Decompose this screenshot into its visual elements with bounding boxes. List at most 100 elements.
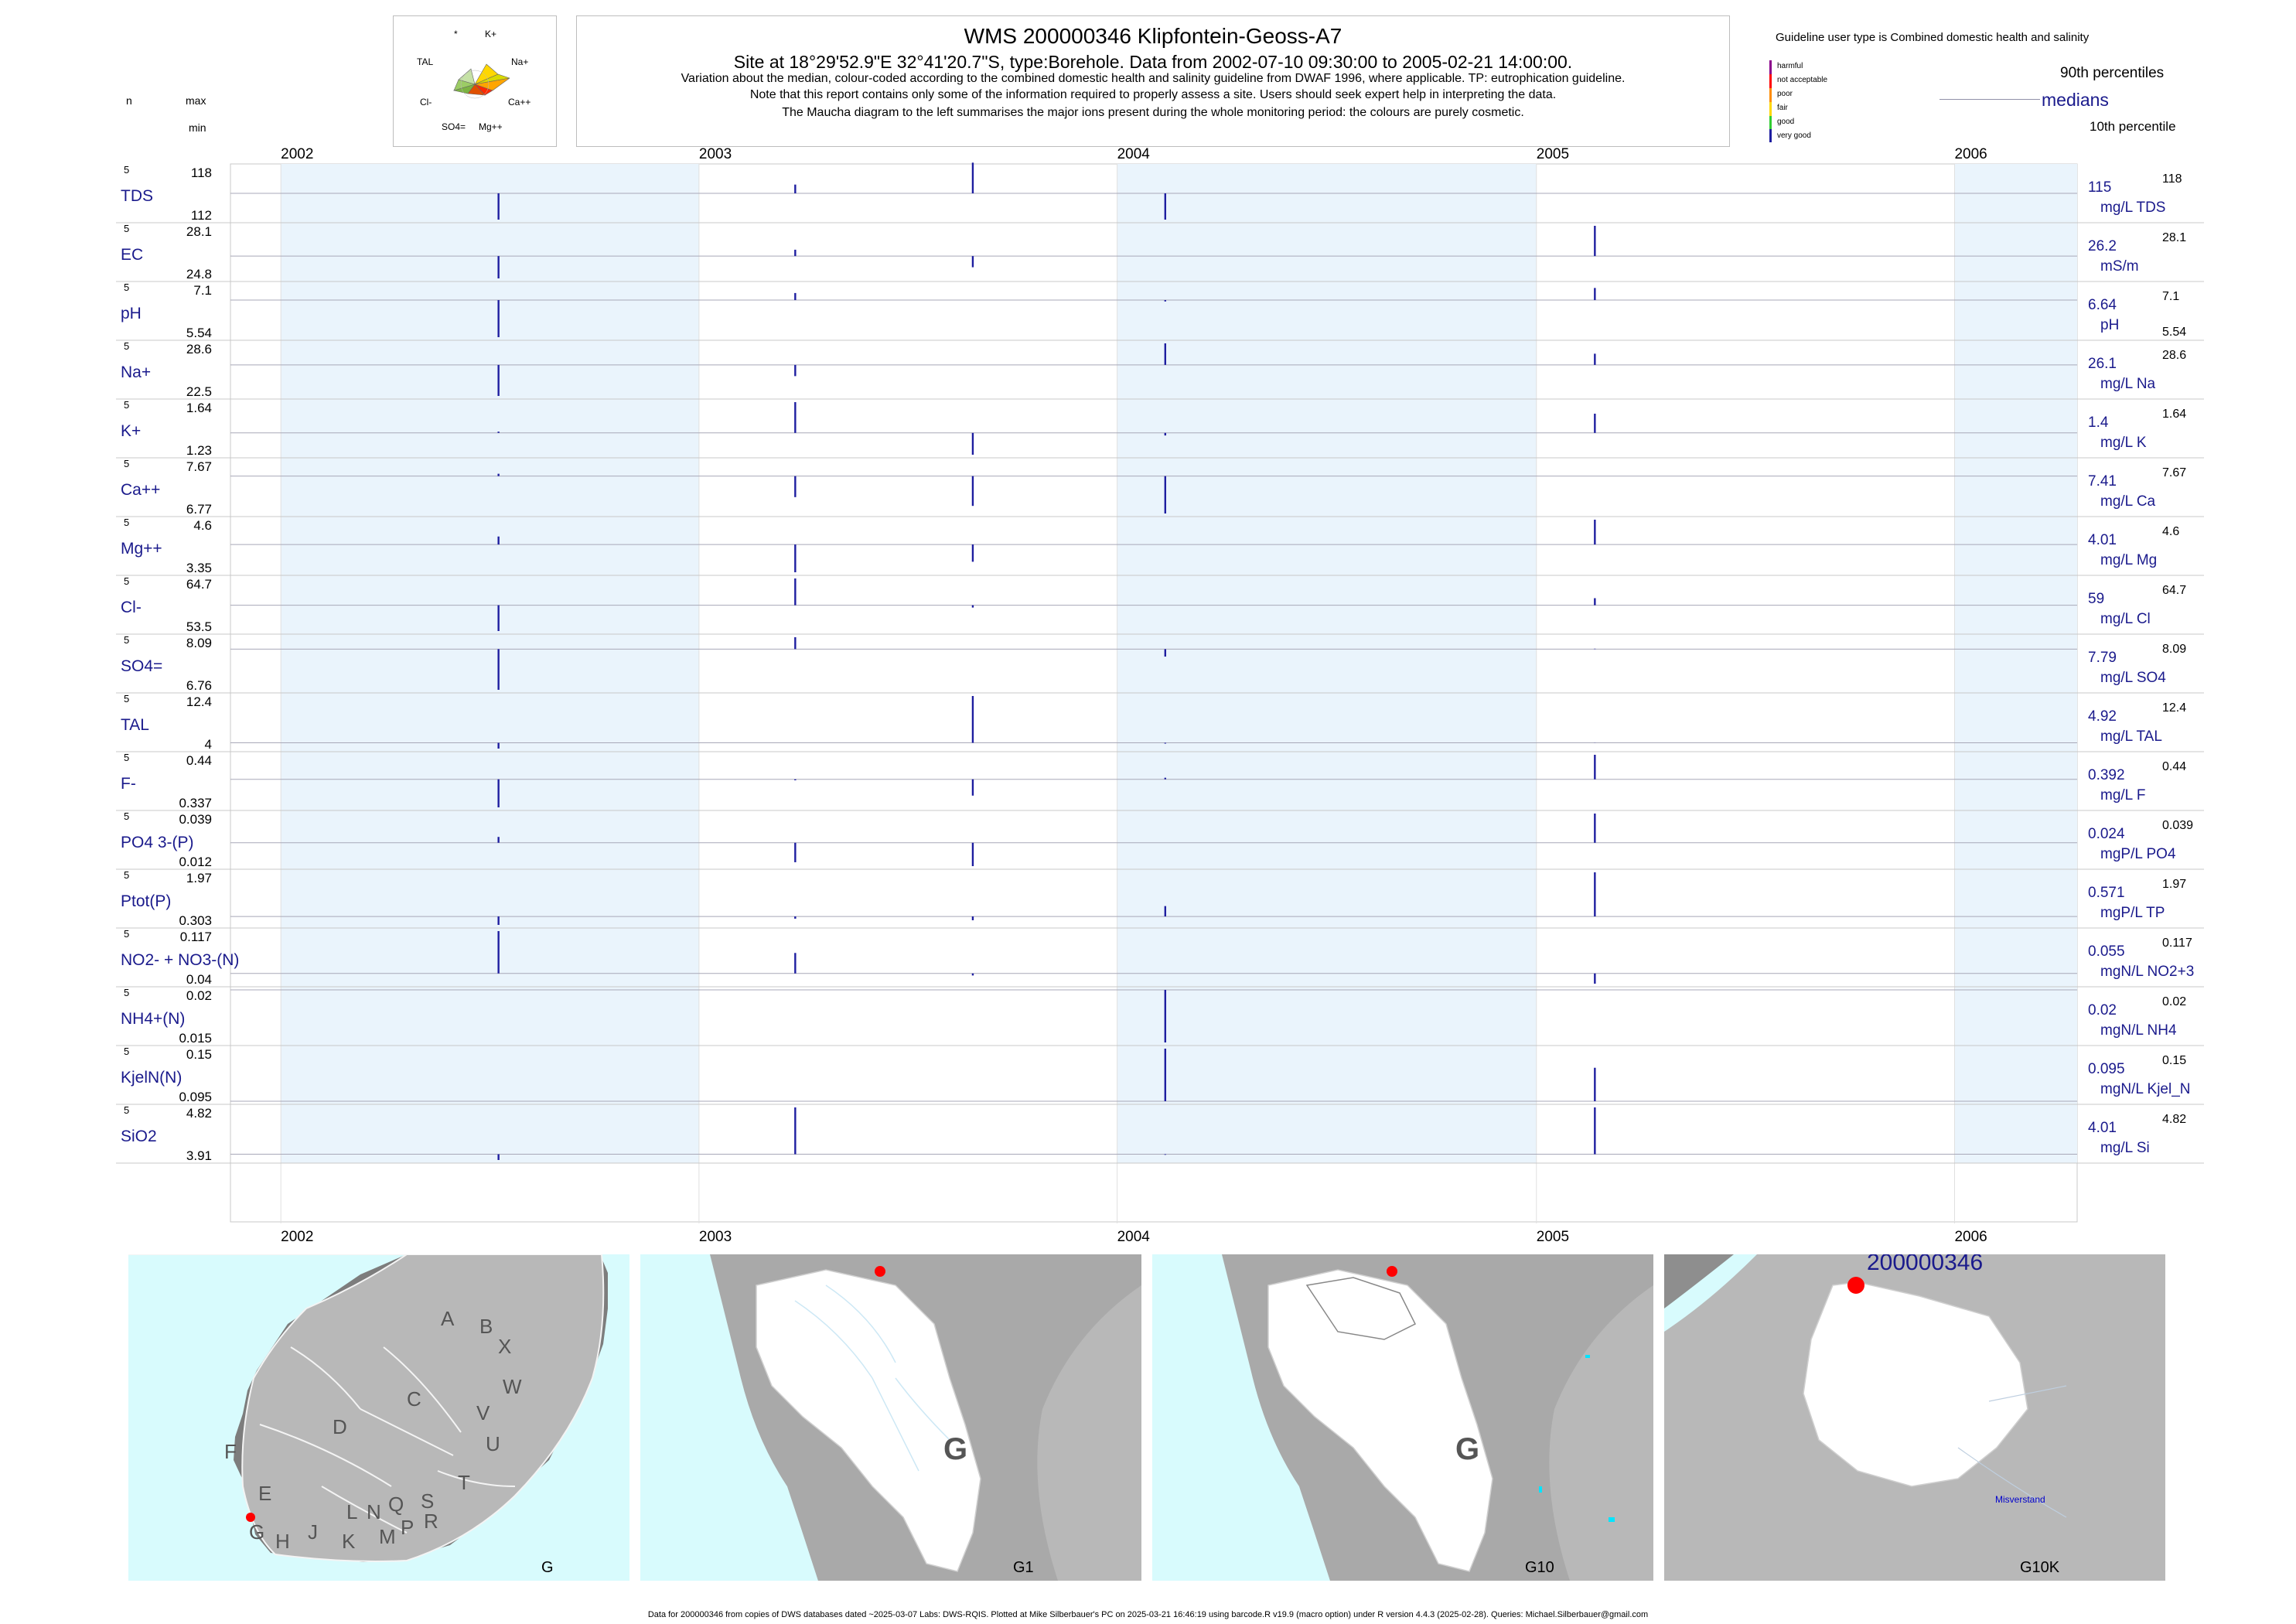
p90-value: 0.15: [2162, 1054, 2186, 1067]
min-value: 0.337: [179, 796, 212, 810]
map-g10: G G10: [1152, 1254, 1653, 1581]
n-count: 5: [124, 340, 129, 352]
year-tick-top-2006: 2006: [1954, 146, 1987, 162]
maucha-svg: [452, 63, 510, 99]
region-k: K: [342, 1530, 356, 1553]
footer-note: Data for 200000346 from copies of DWS da…: [647, 1610, 1649, 1619]
n-count: 5: [124, 164, 129, 176]
maucha-label-ca: Ca++: [508, 97, 531, 107]
note-line-2: Note that this report contains only some…: [749, 88, 1557, 101]
region-a: A: [441, 1307, 455, 1330]
min-value: 53.5: [186, 619, 212, 634]
maucha-diagram: * K+ TAL Na+ Cl- Ca++ SO4= Mg++: [393, 15, 557, 147]
max-value: 4.82: [186, 1106, 212, 1121]
legend-median-line: [1939, 99, 2040, 100]
max-value: 1.97: [186, 871, 212, 885]
note-line-3: The Maucha diagram to the left summarise…: [782, 106, 1524, 119]
header-min: min: [189, 121, 206, 134]
chart-title: WMS 200000346 Klipfontein-Geoss-A7: [964, 24, 1342, 48]
region-x: X: [498, 1335, 512, 1358]
region-r: R: [424, 1510, 438, 1533]
unit-label: mg/L F: [2100, 787, 2145, 803]
unit-label: mgN/L NO2+3: [2100, 964, 2194, 980]
very-good-swatch: [1769, 129, 1772, 142]
n-count: 5: [124, 399, 129, 411]
unit-label: mg/L TAL: [2100, 728, 2162, 745]
note-line-1: Variation about the median, colour-coded…: [681, 72, 1626, 85]
median-value: 0.392: [2088, 767, 2125, 783]
barcode-chart: 2002 2002 2003 2003 2004 2004 2005 2005 2006 2006…: [116, 146, 2204, 1245]
n-count: 5: [124, 517, 129, 528]
p90-value: 0.039: [2162, 819, 2193, 832]
p90-value: 1.64: [2162, 408, 2186, 421]
year-tick-top-2005: 2005: [1537, 146, 1569, 162]
n-count: 5: [124, 987, 129, 998]
variable-label: KjelN(N): [121, 1069, 182, 1087]
max-value: 4.6: [193, 518, 212, 533]
year-tick-bottom-2004: 2004: [1117, 1229, 1151, 1245]
unit-label: mg/L Si: [2100, 1140, 2150, 1156]
median-value: 0.055: [2088, 943, 2125, 960]
map-g10-svg: [1152, 1254, 1653, 1581]
year-tick-bottom-2005: 2005: [1537, 1229, 1569, 1245]
max-value: 7.67: [186, 459, 212, 474]
p90-value: 28.1: [2162, 231, 2186, 244]
unit-label: pH: [2100, 317, 2119, 333]
max-value: 0.15: [186, 1047, 212, 1062]
g10-big-letter: G: [1455, 1432, 1480, 1466]
map-caption-g10: G10: [1525, 1559, 1554, 1576]
variable-label: Ptot(P): [121, 892, 171, 910]
variable-label: SiO2: [121, 1128, 157, 1145]
legend-90th: 90th percentiles: [2060, 65, 2165, 81]
guideline-title: Guideline user type is Combined domestic…: [1776, 31, 2090, 44]
region-h: H: [275, 1530, 290, 1553]
max-value: 0.44: [186, 753, 212, 768]
p90-value: 0.02: [2162, 995, 2186, 1008]
fair-swatch: [1769, 102, 1772, 116]
min-value: 3.35: [186, 561, 212, 575]
variable-label: TDS: [121, 187, 153, 205]
median-value: 26.1: [2088, 356, 2117, 372]
title-box: WMS 200000346 Klipfontein-Geoss-A7 Site …: [576, 15, 1730, 147]
guideline-harmful: harmful: [1777, 62, 1803, 70]
min-value: 0.095: [179, 1090, 212, 1104]
min-value: 6.76: [186, 678, 212, 693]
median-value: 0.024: [2088, 826, 2125, 842]
variable-label: F-: [121, 775, 136, 793]
year-shading-2006: [1954, 164, 2077, 1163]
region-p: P: [401, 1516, 415, 1539]
median-value: 59: [2088, 591, 2104, 607]
median-value: 26.2: [2088, 238, 2117, 254]
p90-value: 64.7: [2162, 584, 2186, 597]
unit-label: mg/L SO4: [2100, 670, 2166, 686]
p90-value: 0.44: [2162, 760, 2186, 773]
g10k-site-marker: [1847, 1277, 1864, 1294]
p90-value: 12.4: [2162, 701, 2186, 715]
region-c: C: [407, 1387, 421, 1411]
header-n: n: [126, 94, 132, 107]
g1-big-letter: G: [943, 1432, 968, 1466]
region-b: B: [479, 1315, 493, 1338]
unit-label: mg/L Cl: [2100, 611, 2151, 627]
max-value: 7.1: [193, 283, 212, 298]
p90-value: 4.6: [2162, 525, 2179, 538]
region-s: S: [421, 1489, 435, 1513]
variable-label: Cl-: [121, 599, 142, 616]
map-caption-g: G: [541, 1559, 554, 1576]
site-subtitle: Site at 18°29'52.9"E 32°41'20.7"S, type:…: [733, 52, 1573, 72]
maucha-label-tal: TAL: [417, 56, 434, 67]
max-value: 64.7: [186, 577, 212, 592]
guideline-fair: fair: [1777, 104, 1788, 112]
n-count: 5: [124, 752, 129, 763]
n-count: 5: [124, 575, 129, 587]
maucha-label-mg: Mg++: [479, 121, 503, 132]
unit-label: mS/m: [2100, 258, 2139, 275]
good-swatch: [1769, 116, 1772, 129]
region-q: Q: [388, 1493, 404, 1516]
max-value: 0.039: [179, 812, 212, 827]
year-tick-bottom-2006: 2006: [1954, 1229, 1987, 1245]
year-tick-top-2003: 2003: [699, 146, 732, 162]
map-g10k-svg: [1664, 1254, 2165, 1581]
min-value: 0.015: [179, 1031, 212, 1046]
min-value: 0.04: [186, 972, 212, 987]
